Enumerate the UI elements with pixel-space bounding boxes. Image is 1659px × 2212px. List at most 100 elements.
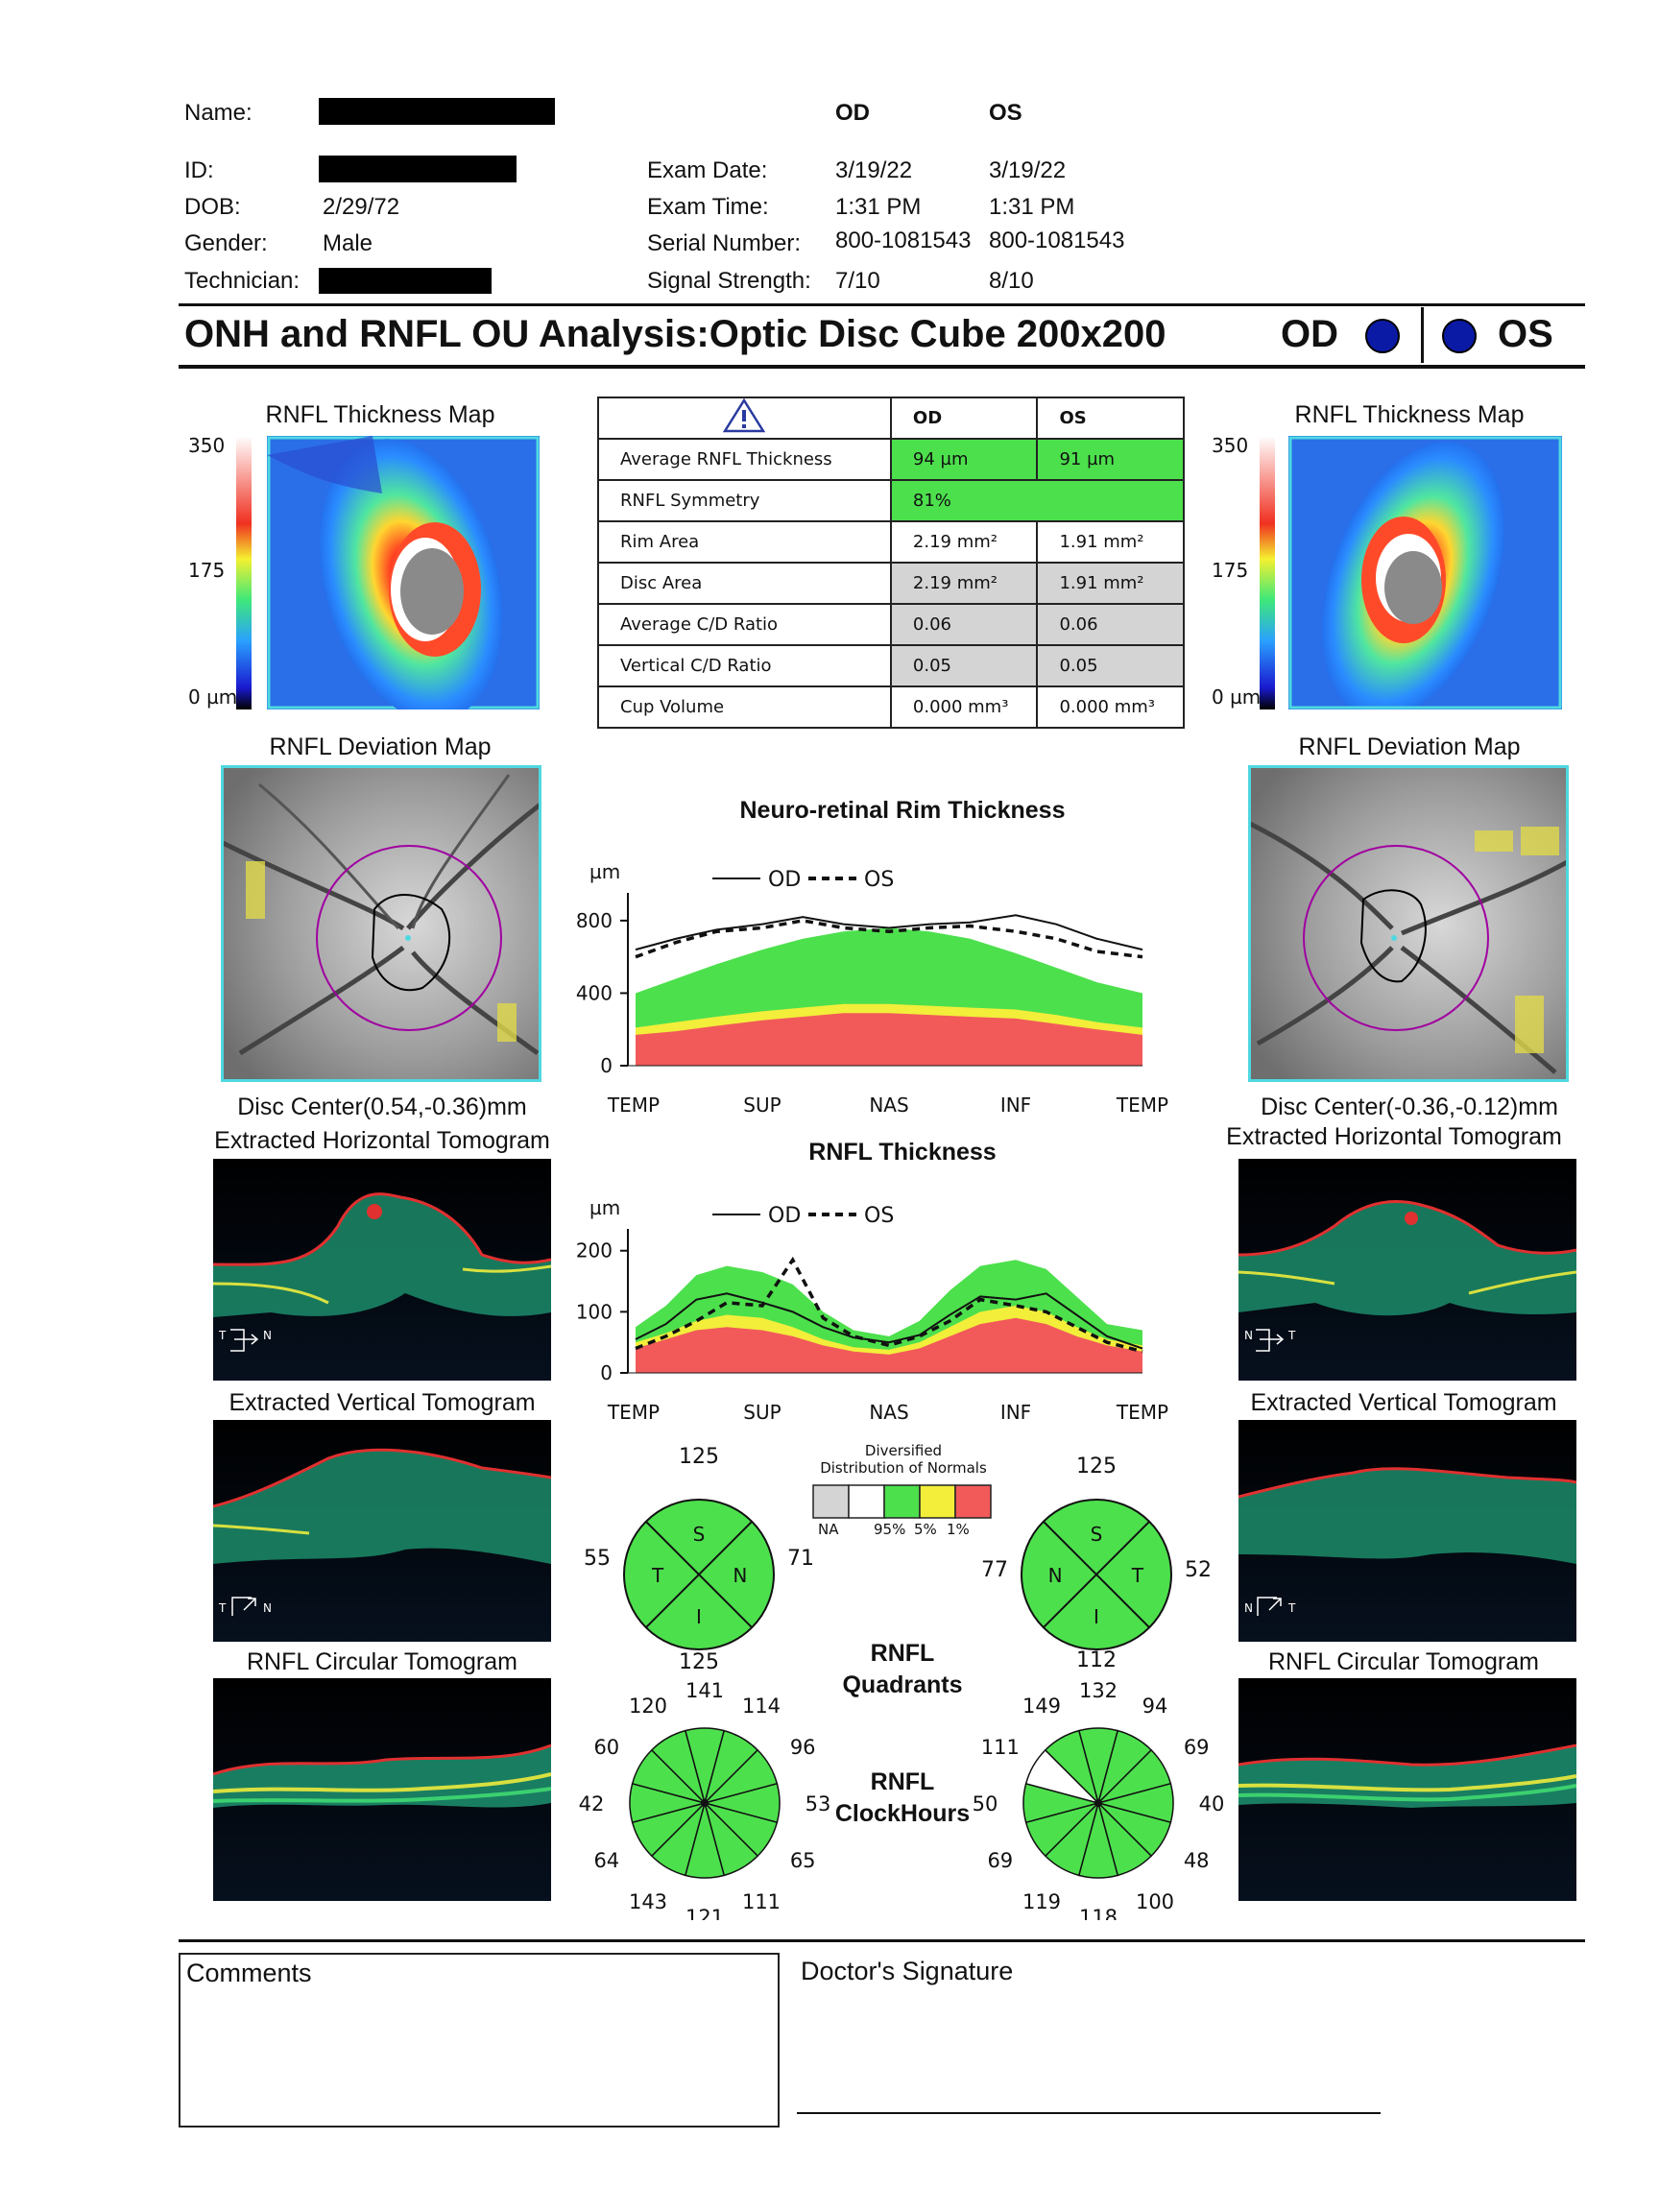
- table-row: Average RNFL Thickness 94 µm 91 µm: [597, 438, 1185, 481]
- row-label: Average C/D Ratio: [597, 603, 892, 646]
- quadrant-letter-s: S: [1091, 1523, 1103, 1546]
- clockhour-value: 100: [1136, 1890, 1174, 1913]
- y-tick-label: 800: [576, 909, 613, 932]
- od-disc-center: Disc Center(0.54,-0.36)mm: [237, 1094, 527, 1120]
- footer-rule: [179, 1939, 1585, 1942]
- row-label: Rim Area: [597, 520, 892, 564]
- od-thickness-map: [267, 436, 540, 709]
- series-os: [635, 1256, 1143, 1354]
- quadrant-value-left: 55: [584, 1547, 611, 1571]
- legend-na: NA: [818, 1521, 839, 1538]
- quadrant-letter-s: S: [693, 1523, 706, 1546]
- od-horizontal-title: Extracted Horizontal Tomogram: [214, 1127, 550, 1154]
- exam-date-os: 3/19/22: [989, 157, 1067, 183]
- legend-title-1: Diversified: [864, 1442, 943, 1459]
- quadrant-value-left: 77: [981, 1558, 1008, 1582]
- title-od: OD: [1281, 313, 1338, 355]
- od-vertical-title: Extracted Vertical Tomogram: [228, 1389, 536, 1416]
- exam-time-os: 1:31 PM: [989, 194, 1075, 220]
- legend-os-label: OS: [864, 868, 894, 892]
- os-horizontal-tomogram: N T: [1238, 1159, 1576, 1381]
- os-scale-175: 175: [1212, 559, 1249, 582]
- y-tick-label: 0: [600, 1361, 613, 1384]
- od-quadrant-chart: S I T N 125 125 55 71: [584, 1445, 814, 1674]
- title-rule-top: [179, 303, 1585, 306]
- exam-time-od: 1:31 PM: [835, 194, 922, 220]
- dob-value: 2/29/72: [323, 194, 400, 220]
- quadrant-value-i: 125: [679, 1650, 719, 1674]
- svg-text:T: T: [218, 1329, 227, 1342]
- quadrant-value-s: 125: [1076, 1455, 1117, 1479]
- y-axis-label: µm: [589, 860, 620, 883]
- exam-date-od: 3/19/22: [835, 157, 913, 183]
- technician-label: Technician:: [184, 268, 301, 294]
- row-label: Vertical C/D Ratio: [597, 644, 892, 687]
- os-color-scale: [1260, 436, 1275, 709]
- x-tick-label: NAS: [869, 1094, 908, 1117]
- legend-95: 95%: [874, 1521, 906, 1538]
- od-clockhour-chart: 141 114 96 53 65 111 121 143 64 42 60 120: [579, 1680, 831, 1920]
- os-deviation-map-title: RNFL Deviation Map: [1298, 733, 1521, 760]
- row-od-value: 94 µm: [889, 438, 1039, 481]
- comments-box[interactable]: Comments: [179, 1953, 780, 2128]
- x-tick-label: TEMP: [607, 1094, 660, 1117]
- metrics-table: OD OS Average RNFL Thickness 94 µm 91 µm…: [597, 397, 1186, 729]
- signal-os: 8/10: [989, 268, 1034, 294]
- os-dot-icon: [1442, 319, 1477, 353]
- gender-value: Male: [323, 230, 373, 256]
- table-row: Rim Area 2.19 mm² 1.91 mm²: [597, 520, 1185, 564]
- clockhour-value: 121: [685, 1906, 724, 1920]
- id-label: ID:: [184, 157, 214, 183]
- od-scale-0: 0 µm: [188, 685, 238, 709]
- name-redaction: [319, 98, 555, 125]
- od-scale-175: 175: [188, 559, 226, 582]
- y-tick-label: 400: [576, 981, 613, 1004]
- os-scale-0: 0 µm: [1212, 685, 1262, 709]
- clockhour-value: 118: [1079, 1906, 1118, 1920]
- y-tick-label: 100: [576, 1300, 613, 1323]
- clockhour-value: 42: [579, 1792, 605, 1815]
- clockhour-value: 65: [790, 1849, 816, 1872]
- signal-label: Signal Strength:: [647, 268, 811, 294]
- quadrant-letter-right: N: [733, 1564, 747, 1587]
- clockhour-value: 143: [629, 1890, 667, 1913]
- row-os-value: 91 µm: [1036, 438, 1185, 481]
- quadrant-letter-left: T: [651, 1564, 664, 1587]
- technician-redaction: [319, 268, 492, 294]
- legend-title-2: Distribution of Normals: [820, 1459, 987, 1477]
- row-label: Average RNFL Thickness: [597, 438, 892, 481]
- quadrant-letter-left: N: [1048, 1564, 1063, 1587]
- serial-os: 800-1081543: [989, 228, 1125, 253]
- legend-1: 1%: [947, 1521, 970, 1538]
- dob-label: DOB:: [184, 194, 241, 220]
- clockhour-value: 96: [790, 1736, 816, 1759]
- page-title: ONH and RNFL OU Analysis:Optic Disc Cube…: [184, 313, 1166, 355]
- signature-label: Doctor's Signature: [801, 1957, 1014, 1985]
- signature-line[interactable]: [797, 2112, 1381, 2114]
- quadrants-label-2: Quadrants: [842, 1671, 963, 1698]
- quadrant-divider: [645, 1521, 753, 1628]
- od-thickness-map-title: RNFL Thickness Map: [265, 401, 495, 428]
- quadrant-value-s: 125: [679, 1445, 719, 1469]
- title-rule-bottom: [179, 365, 1585, 369]
- od-dot-icon: [1365, 319, 1400, 353]
- clockhour-value: 114: [742, 1695, 781, 1718]
- od-color-scale: [236, 436, 252, 709]
- svg-text:N: N: [263, 1601, 272, 1615]
- clockhour-value: 64: [593, 1849, 619, 1872]
- od-header: OD: [835, 100, 870, 126]
- quadrant-letter-i: I: [696, 1605, 702, 1628]
- os-thickness-map-title: RNFL Thickness Map: [1294, 401, 1525, 428]
- svg-text:N: N: [1244, 1601, 1253, 1615]
- row-os-value: 1.91 mm²: [1036, 520, 1185, 564]
- x-tick-label: SUP: [743, 1401, 781, 1424]
- legend-od-label: OD: [768, 868, 801, 892]
- row-od-value: 0.06: [889, 603, 1039, 646]
- clockhour-value: 69: [987, 1849, 1013, 1872]
- row-os-value: 1.91 mm²: [1036, 562, 1185, 605]
- clockhour-value: 132: [1079, 1680, 1118, 1702]
- normals-legend: Diversified Distribution of Normals: [812, 1442, 995, 1477]
- series-od: [635, 1292, 1143, 1350]
- row-od-value: 2.19 mm²: [889, 562, 1039, 605]
